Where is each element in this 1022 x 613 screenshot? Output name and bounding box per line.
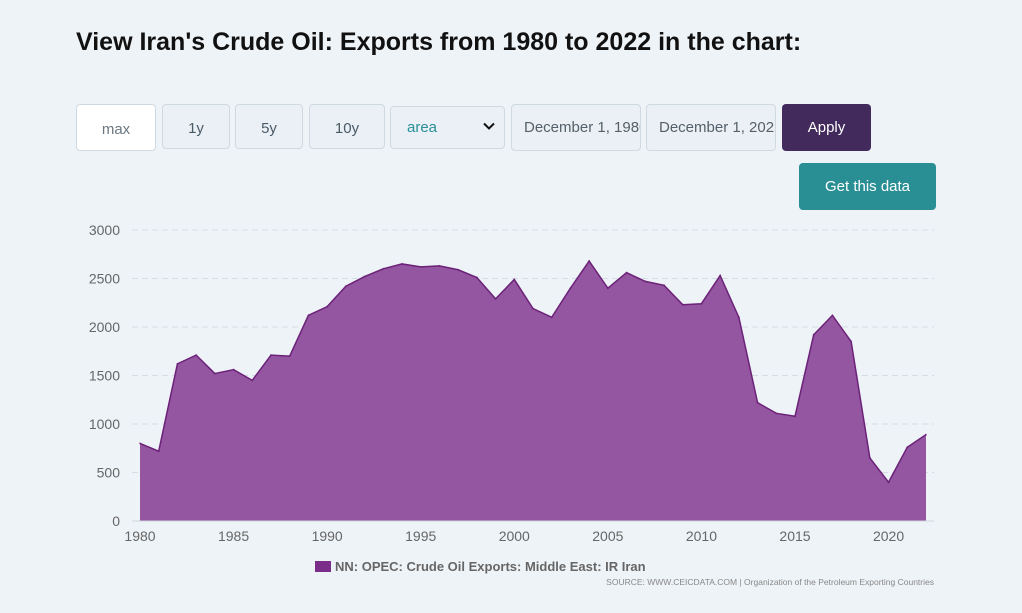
data-point: [663, 284, 665, 287]
data-point: [326, 305, 329, 308]
data-point: [270, 354, 272, 357]
data-point: [831, 314, 834, 317]
y-tick-label: 0: [112, 513, 120, 529]
data-point: [644, 280, 647, 283]
data-point: [700, 302, 703, 305]
data-point: [681, 303, 684, 306]
legend-label: NN: OPEC: Crude Oil Exports: Middle East…: [335, 559, 646, 574]
x-tick-label: 1980: [124, 528, 155, 544]
data-point: [363, 275, 366, 278]
chart-type-select[interactable]: area: [390, 106, 505, 149]
data-point: [139, 442, 141, 445]
x-tick-label: 2020: [873, 528, 904, 544]
data-point: [176, 362, 179, 365]
data-point: [419, 265, 422, 268]
x-tick-label: 1995: [405, 528, 436, 544]
data-point: [606, 287, 609, 290]
chevron-down-icon: [483, 122, 495, 130]
data-point: [195, 354, 198, 357]
page-title: View Iran's Crude Oil: Exports from 1980…: [76, 28, 802, 56]
range-max-button[interactable]: max: [76, 104, 156, 151]
y-tick-label: 1500: [89, 368, 120, 384]
data-point: [794, 415, 796, 418]
start-date-value: December 1, 1980: [524, 119, 641, 136]
apply-button[interactable]: Apply: [782, 104, 871, 151]
x-tick-label: 2015: [779, 528, 810, 544]
data-point: [401, 262, 403, 265]
x-tick-label: 2000: [499, 528, 530, 544]
data-point: [157, 450, 160, 453]
y-tick-label: 3000: [89, 222, 120, 238]
data-point: [906, 446, 909, 449]
data-point: [756, 401, 759, 404]
legend-swatch: [315, 561, 331, 572]
data-point: [288, 355, 291, 358]
data-point: [775, 412, 778, 415]
start-date-input[interactable]: December 1, 1980: [511, 104, 641, 151]
x-tick-label: 1990: [312, 528, 343, 544]
data-point: [251, 379, 254, 382]
series-area: [140, 261, 926, 521]
data-point: [737, 316, 740, 319]
range-5y-button[interactable]: 5y: [235, 104, 303, 149]
get-data-button[interactable]: Get this data: [799, 163, 936, 210]
data-point: [887, 481, 890, 484]
data-point: [232, 368, 235, 371]
data-point: [719, 274, 722, 277]
data-point: [925, 433, 927, 436]
end-date-value: December 1, 2022: [659, 119, 776, 136]
data-point: [494, 297, 497, 300]
data-point: [588, 260, 591, 263]
chart-type-selected: area: [407, 119, 438, 136]
y-tick-label: 1000: [89, 416, 120, 432]
chart-legend[interactable]: NN: OPEC: Crude Oil Exports: Middle East…: [315, 559, 646, 574]
data-point: [850, 340, 853, 343]
series-line: [139, 259, 927, 484]
data-point: [475, 276, 478, 279]
data-point: [625, 271, 628, 274]
data-point: [344, 285, 347, 288]
source-credit: SOURCE: WWW.CEICDATA.COM | Organization …: [606, 577, 934, 587]
data-point: [307, 314, 310, 317]
data-point: [382, 267, 385, 270]
data-point: [438, 264, 441, 267]
data-point: [868, 456, 871, 459]
range-10y-button[interactable]: 10y: [309, 104, 385, 149]
y-tick-label: 2500: [89, 271, 120, 287]
y-tick-label: 2000: [89, 319, 120, 335]
data-point: [569, 287, 572, 290]
x-tick-label: 1985: [218, 528, 249, 544]
data-point: [812, 333, 815, 336]
data-point: [550, 316, 553, 319]
data-point: [513, 278, 516, 281]
x-tick-label: 2010: [686, 528, 717, 544]
end-date-input[interactable]: December 1, 2022: [646, 104, 776, 151]
data-point: [213, 372, 216, 375]
data-point: [532, 307, 534, 310]
data-point: [457, 268, 460, 271]
range-1y-button[interactable]: 1y: [162, 104, 230, 149]
y-tick-label: 500: [97, 465, 121, 481]
x-tick-label: 2005: [592, 528, 623, 544]
